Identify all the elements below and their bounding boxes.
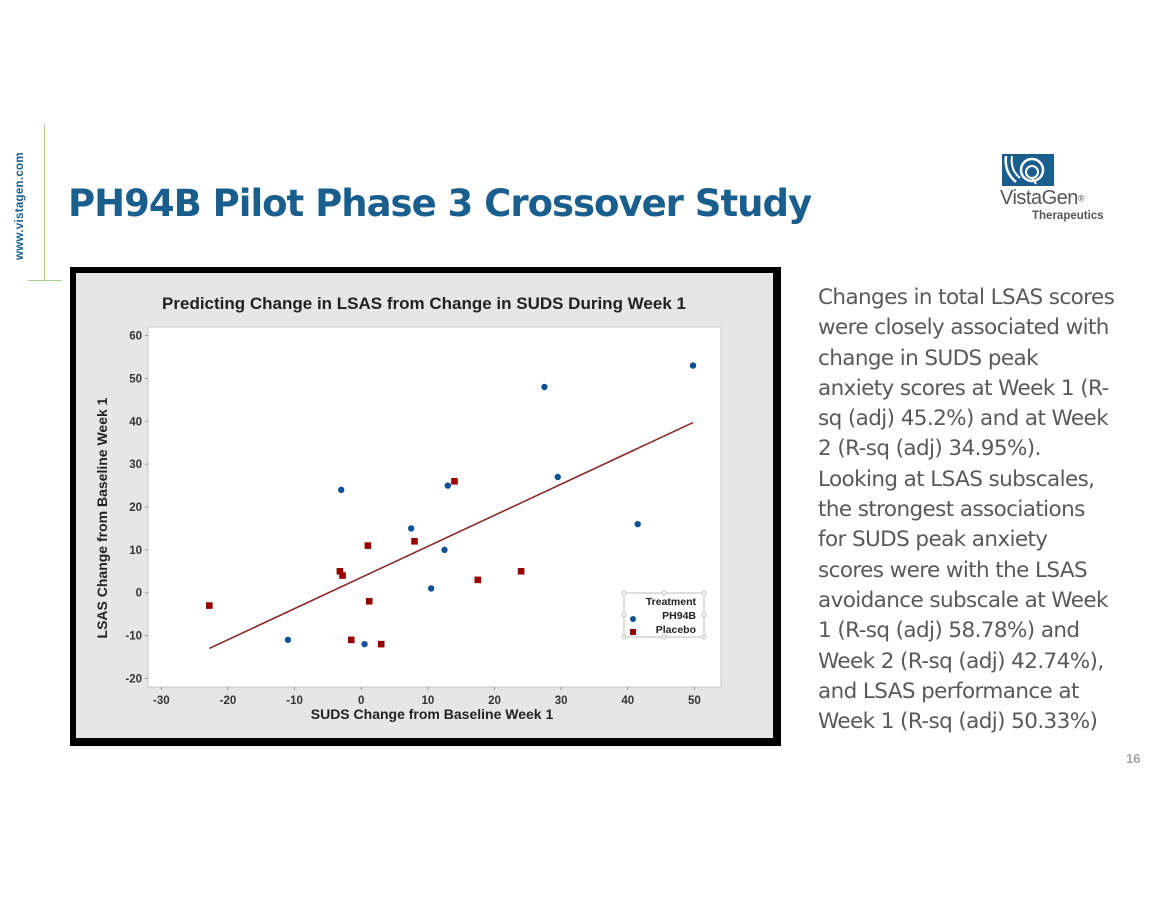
data-point-placebo — [451, 477, 458, 485]
y-tick-label: 0 — [136, 588, 142, 600]
data-point-placebo — [474, 576, 482, 584]
data-point-placebo — [205, 602, 213, 609]
x-tick-label: 40 — [621, 695, 634, 707]
website-url[interactable]: www.vistagen.com — [14, 152, 26, 260]
body-text-line: sq (adj) 45.2%) and at Week — [818, 406, 1109, 432]
chart-frame: Predicting Change in LSAS from Change in… — [70, 267, 781, 746]
regression-line-group — [208, 421, 694, 650]
x-axis: -30 -20 -10 0 10 20 30 40 50 — [153, 687, 701, 707]
x-tick-label: 0 — [358, 695, 364, 707]
y-tick-label: 30 — [129, 459, 142, 471]
chart-legend[interactable]: Treatment PH94B Placebo — [621, 590, 707, 640]
data-point-placebo — [411, 537, 418, 545]
y-tick-label: 10 — [129, 545, 142, 557]
data-point-placebo — [364, 542, 372, 549]
legend-title: Treatment — [646, 596, 697, 608]
x-tick-label: -20 — [220, 695, 237, 707]
data-point-ph94b — [554, 473, 561, 481]
legend-handles — [621, 590, 707, 640]
body-text-line: and LSAS performance at — [818, 678, 1079, 704]
logo-subtitle: Therapeutics — [1032, 210, 1104, 222]
legend-marker-ph94b — [630, 616, 636, 622]
data-point-ph94b — [338, 486, 345, 494]
body-text-line: Week 1 (R-sq (adj) 50.33%) — [818, 709, 1098, 735]
data-point-placebo — [336, 567, 344, 575]
company-logo: VistaGen® Therapeutics — [1000, 154, 1110, 226]
y-tick-label: 20 — [129, 502, 142, 514]
x-tick-label: -30 — [153, 695, 170, 707]
y-tick-label: -10 — [125, 631, 142, 643]
sidebar-divider-horizontal — [28, 280, 62, 281]
x-tick-label: 10 — [421, 695, 434, 707]
data-point-placebo — [365, 597, 373, 605]
regression-line — [208, 421, 694, 650]
x-tick-label: 20 — [488, 695, 501, 707]
sidebar-divider-vertical — [44, 124, 45, 280]
y-tick-label: -20 — [125, 673, 142, 685]
y-axis: -20 -10 0 10 20 30 40 50 60 — [125, 331, 148, 685]
y-axis-label: LSAS Change from Baseline Week 1 — [94, 397, 110, 638]
data-point-ph94b — [444, 482, 452, 489]
data-point-placebo — [517, 567, 525, 575]
data-point-placebo — [339, 572, 346, 579]
body-text-line: avoidance subscale at Week — [818, 587, 1108, 613]
x-axis-label: SUDS Change from Baseline Week 1 — [311, 706, 554, 722]
body-text-line: the strongest associations — [818, 497, 1085, 523]
x-tick-label: -10 — [286, 695, 303, 707]
data-point-ph94b — [634, 520, 641, 528]
legend-label-ph94b: PH94B — [662, 610, 696, 622]
body-text: Changes in total LSAS scores were closely… — [818, 283, 1128, 737]
legend-box — [623, 592, 705, 638]
y-tick-label: 40 — [129, 416, 142, 428]
x-tick-label: 50 — [688, 695, 701, 707]
data-point-ph94b — [407, 525, 415, 532]
body-text-line: Looking at LSAS subscales, — [818, 466, 1095, 492]
data-points — [205, 362, 697, 648]
scatter-chart: Predicting Change in LSAS from Change in… — [94, 294, 722, 722]
data-point-placebo — [377, 640, 385, 648]
data-point-ph94b — [427, 585, 435, 592]
body-text-line: were closely associated with — [818, 315, 1109, 341]
data-point-ph94b — [284, 636, 292, 644]
body-text-line: scores were with the LSAS — [818, 557, 1088, 583]
data-point-placebo — [347, 636, 355, 644]
legend-marker-placebo — [630, 629, 636, 635]
page-number: 16 — [1126, 751, 1141, 766]
y-tick-label: 50 — [129, 373, 142, 385]
chart-panel: Predicting Change in LSAS from Change in… — [76, 273, 773, 738]
data-point-ph94b — [441, 546, 448, 554]
body-text-line: Week 2 (R-sq (adj) 42.74%), — [818, 648, 1104, 674]
body-text-line: anxiety scores at Week 1 (R- — [818, 375, 1109, 401]
body-text-line: change in SUDS peak — [818, 345, 1039, 371]
body-text-line: Changes in total LSAS scores — [818, 285, 1115, 310]
body-text-line: 2 (R-sq (adj) 34.95%). — [818, 436, 1041, 462]
body-text-line: for SUDS peak anxiety — [818, 527, 1048, 553]
chart-title: Predicting Change in LSAS from Change in… — [162, 294, 686, 313]
data-point-ph94b — [541, 383, 548, 391]
x-tick-label: 30 — [555, 695, 568, 707]
body-text-line: 1 (R-sq (adj) 58.78%) and — [818, 618, 1080, 644]
vistagen-logo-icon — [1002, 154, 1054, 186]
data-point-ph94b — [689, 362, 697, 369]
y-tick-label: 60 — [129, 331, 142, 343]
legend-label-placebo: Placebo — [656, 624, 696, 636]
data-point-ph94b — [361, 640, 368, 648]
page-title: PH94B Pilot Phase 3 Crossover Study — [68, 182, 812, 225]
logo-wordmark: VistaGen® — [1000, 187, 1085, 209]
